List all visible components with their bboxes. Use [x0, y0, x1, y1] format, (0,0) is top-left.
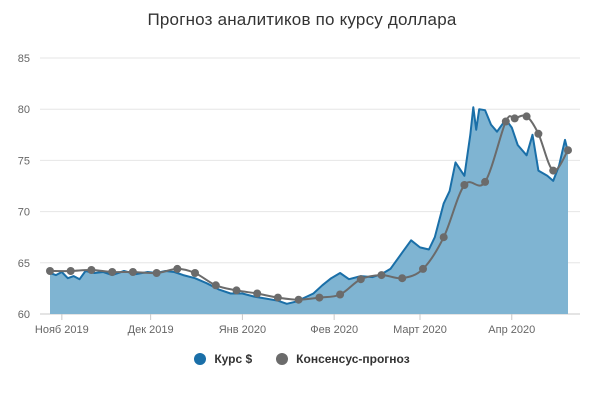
consensus-point-17	[398, 274, 407, 283]
x-tick-label-4: Март 2020	[393, 324, 447, 336]
legend-marker-consensus	[276, 353, 289, 365]
consensus-point-6	[173, 264, 182, 273]
consensus-point-18	[419, 264, 427, 273]
consensus-point-23	[510, 114, 519, 123]
legend-marker-rate	[194, 353, 207, 365]
y-axis-ticks: 60 65 70 75 80 85	[18, 53, 30, 321]
legend-label-consensus: Консенсус-прогноз	[296, 352, 410, 366]
y-tick-label-65: 65	[18, 258, 30, 270]
consensus-point-15	[356, 275, 365, 284]
y-tick-label-70: 70	[18, 207, 30, 219]
consensus-point-26	[549, 166, 558, 175]
x-tick-label-5: Апр 2020	[488, 324, 535, 336]
chart-title: Прогноз аналитиков по курсу доллара	[147, 10, 457, 29]
consensus-point-21	[481, 177, 490, 186]
legend-item-rate[interactable]: Курс $	[194, 352, 252, 366]
consensus-point-12	[294, 295, 303, 304]
y-tick-label-60: 60	[18, 309, 30, 321]
consensus-point-19	[439, 233, 448, 242]
legend-item-consensus[interactable]: Консенсус-прогноз	[276, 352, 410, 366]
x-tick-label-1: Дек 2019	[128, 324, 174, 336]
consensus-point-9	[232, 286, 241, 295]
consensus-point-8	[211, 281, 220, 290]
consensus-point-25	[534, 129, 543, 138]
x-axis-ticks: Нояб 2019 Дек 2019 Янв 2020 Фев 2020 Март 20…	[35, 314, 535, 336]
consensus-point-4	[128, 268, 137, 276]
consensus-point-7	[191, 269, 199, 277]
legend-label-rate: Курс $	[214, 352, 253, 366]
consensus-point-16	[377, 271, 386, 280]
y-tick-label-75: 75	[18, 155, 30, 167]
consensus-point-27	[564, 146, 572, 155]
x-tick-label-0: Нояб 2019	[35, 324, 89, 336]
consensus-point-20	[460, 181, 469, 189]
consensus-point-0	[46, 267, 54, 275]
consensus-point-24	[522, 112, 531, 121]
consensus-point-13	[315, 293, 324, 302]
consensus-point-1	[66, 267, 75, 275]
consensus-point-2	[87, 266, 96, 274]
y-tick-label-80: 80	[18, 104, 30, 116]
consensus-point-5	[152, 269, 161, 277]
x-tick-label-3: Фев 2020	[310, 324, 358, 336]
x-tick-label-2: Янв 2020	[219, 324, 266, 336]
consensus-point-14	[336, 290, 345, 299]
area-fill-rate	[50, 107, 568, 314]
y-tick-label-85: 85	[18, 53, 30, 65]
consensus-point-22	[501, 117, 510, 126]
consensus-point-3	[108, 268, 117, 276]
consensus-point-10	[253, 289, 262, 298]
legend: Курс $ Консенсус-прогноз	[0, 352, 604, 366]
consensus-point-11	[273, 293, 282, 302]
series-layer	[46, 106, 572, 314]
series-line-consensus	[49, 114, 569, 301]
